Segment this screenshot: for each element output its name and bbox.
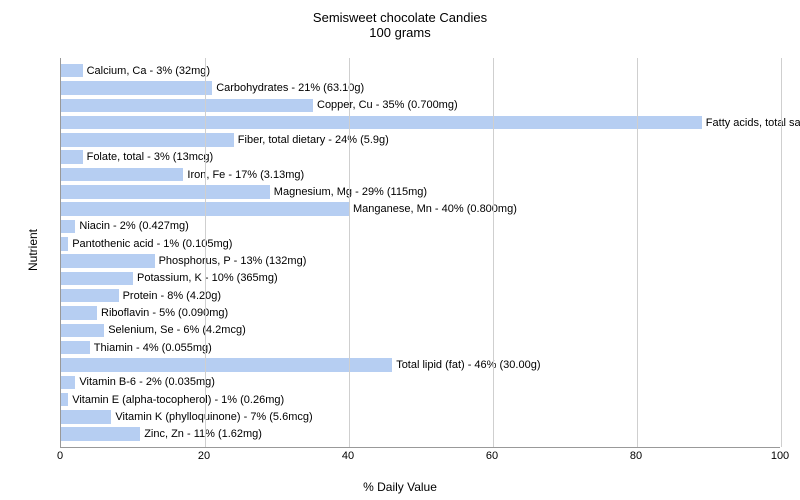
bar-label: Thiamin - 4% (0.055mg) [90,342,212,354]
x-tick-label: 60 [486,450,498,462]
bar-label: Copper, Cu - 35% (0.700mg) [313,99,458,111]
bar-row: Zinc, Zn - 11% (1.62mg) [61,426,780,443]
bar-row: Manganese, Mn - 40% (0.800mg) [61,201,780,218]
bar-label: Niacin - 2% (0.427mg) [75,220,188,232]
gridline [781,58,782,447]
bar [61,324,104,338]
x-axis-label: % Daily Value [0,480,800,494]
bar-row: Pantothenic acid - 1% (0.105mg) [61,235,780,252]
bar [61,376,75,390]
bar-label: Pantothenic acid - 1% (0.105mg) [68,238,232,250]
bar [61,220,75,234]
bar-label: Vitamin K (phylloquinone) - 7% (5.6mcg) [111,411,312,423]
bar-row: Riboflavin - 5% (0.090mg) [61,304,780,321]
bar-label: Vitamin E (alpha-tocopherol) - 1% (0.26m… [68,394,284,406]
bar-row: Vitamin B-6 - 2% (0.035mg) [61,374,780,391]
bar [61,306,97,320]
bar-row: Vitamin K (phylloquinone) - 7% (5.6mcg) [61,408,780,425]
bar-row: Selenium, Se - 6% (4.2mcg) [61,322,780,339]
gridline [205,58,206,447]
bar-label: Carbohydrates - 21% (63.10g) [212,82,364,94]
bar [61,272,133,286]
gridline [637,58,638,447]
bar [61,150,83,164]
plot-area: Calcium, Ca - 3% (32mg)Carbohydrates - 2… [60,58,780,448]
y-axis-label: Nutrient [26,229,40,271]
bar-row: Fiber, total dietary - 24% (5.9g) [61,131,780,148]
bar-row: Calcium, Ca - 3% (32mg) [61,62,780,79]
gridline [349,58,350,447]
bar-row: Copper, Cu - 35% (0.700mg) [61,97,780,114]
bar-row: Vitamin E (alpha-tocopherol) - 1% (0.26m… [61,391,780,408]
bar [61,289,119,303]
bar [61,168,183,182]
nutrition-chart: Semisweet chocolate Candies 100 grams Nu… [0,0,800,500]
bar-label: Fatty acids, total saturated - 89% (17.7… [702,117,800,129]
bar [61,116,702,130]
bar-label: Zinc, Zn - 11% (1.62mg) [140,428,262,440]
bar [61,254,155,268]
title-line-1: Semisweet chocolate Candies [0,10,800,25]
x-axis-ticks: 020406080100 [60,450,780,470]
x-tick-label: 80 [630,450,642,462]
bar [61,133,234,147]
bar-label: Selenium, Se - 6% (4.2mcg) [104,324,246,336]
bar-row: Magnesium, Mg - 29% (115mg) [61,183,780,200]
bar-label: Calcium, Ca - 3% (32mg) [83,65,210,77]
title-line-2: 100 grams [0,25,800,40]
bar-label: Riboflavin - 5% (0.090mg) [97,307,228,319]
bar-label: Vitamin B-6 - 2% (0.035mg) [75,376,215,388]
bar-label: Fiber, total dietary - 24% (5.9g) [234,134,389,146]
bar-row: Thiamin - 4% (0.055mg) [61,339,780,356]
bar-row: Iron, Fe - 17% (3.13mg) [61,166,780,183]
bar-row: Protein - 8% (4.20g) [61,287,780,304]
bar-row: Total lipid (fat) - 46% (30.00g) [61,356,780,373]
bars-group: Calcium, Ca - 3% (32mg)Carbohydrates - 2… [61,62,780,443]
bar-label: Iron, Fe - 17% (3.13mg) [183,169,304,181]
bar [61,99,313,113]
bar-row: Potassium, K - 10% (365mg) [61,270,780,287]
bar [61,341,90,355]
bar-row: Phosphorus, P - 13% (132mg) [61,252,780,269]
bar-row: Carbohydrates - 21% (63.10g) [61,79,780,96]
bar [61,410,111,424]
bar [61,393,68,407]
x-tick-label: 20 [198,450,210,462]
gridline [493,58,494,447]
x-tick-label: 100 [771,450,789,462]
bar [61,427,140,441]
bar-row: Folate, total - 3% (13mcg) [61,149,780,166]
bar-row: Niacin - 2% (0.427mg) [61,218,780,235]
bar [61,185,270,199]
bar-label: Folate, total - 3% (13mcg) [83,151,214,163]
bar-row: Fatty acids, total saturated - 89% (17.7… [61,114,780,131]
chart-title: Semisweet chocolate Candies 100 grams [0,10,800,40]
x-tick-label: 0 [57,450,63,462]
bar-label: Manganese, Mn - 40% (0.800mg) [349,203,517,215]
bar-label: Total lipid (fat) - 46% (30.00g) [392,359,540,371]
x-tick-label: 40 [342,450,354,462]
bar [61,81,212,95]
bar [61,237,68,251]
bar [61,64,83,78]
bar [61,358,392,372]
bar-label: Phosphorus, P - 13% (132mg) [155,255,307,267]
